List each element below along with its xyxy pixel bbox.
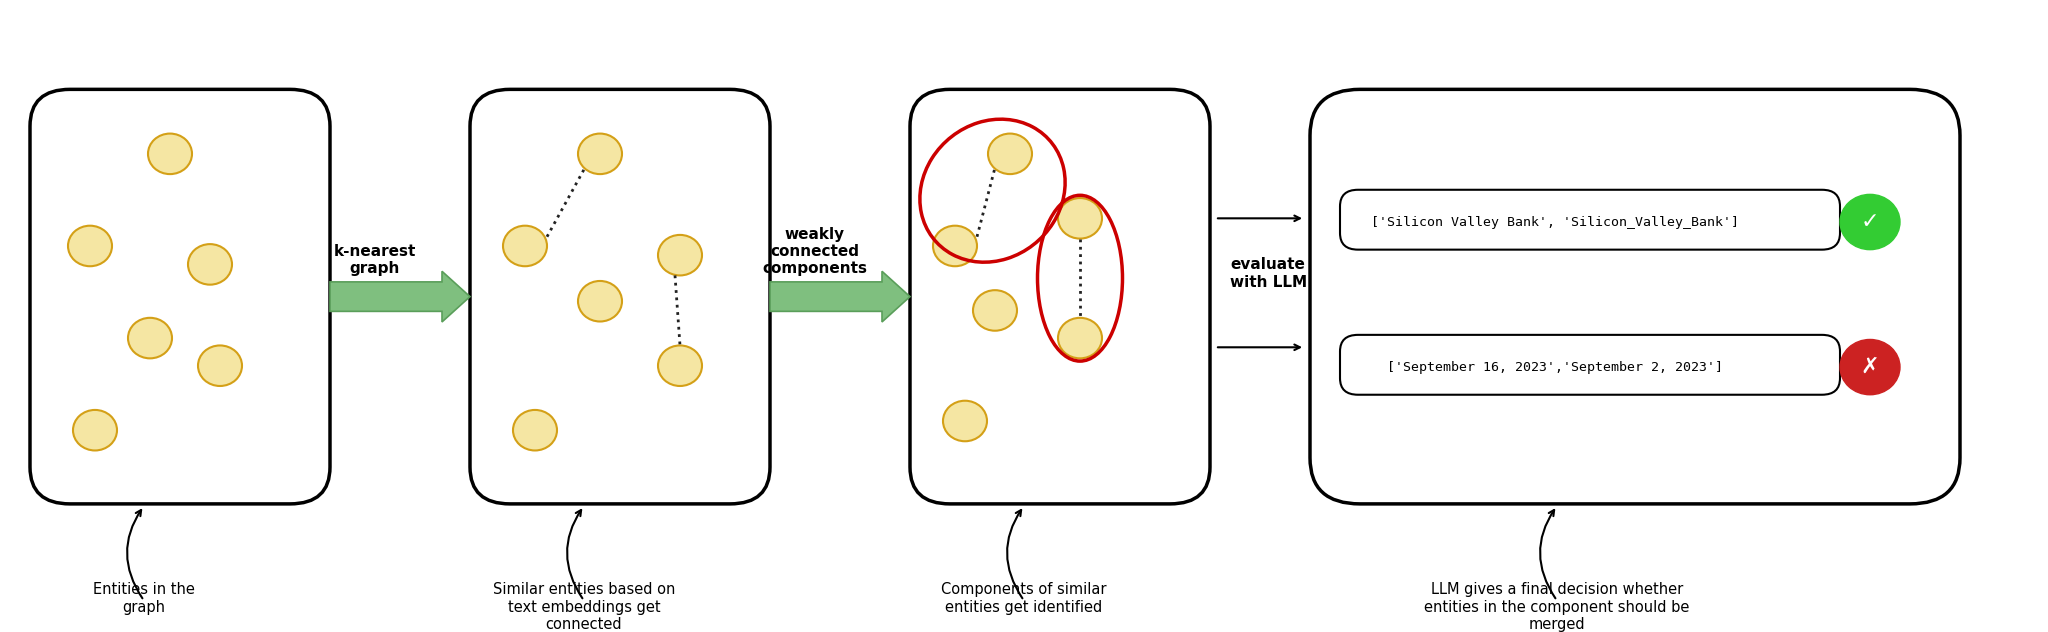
Text: Entities in the
graph: Entities in the graph <box>92 582 195 614</box>
Circle shape <box>578 281 623 322</box>
Text: ✗: ✗ <box>1862 357 1880 377</box>
Text: LLM gives a final decision whether
entities in the component should be
merged: LLM gives a final decision whether entit… <box>1423 582 1690 632</box>
Circle shape <box>127 318 172 358</box>
Circle shape <box>74 410 117 451</box>
Text: ['Silicon Valley Bank', 'Silicon_Valley_Bank']: ['Silicon Valley Bank', 'Silicon_Valley_… <box>1370 216 1739 229</box>
Text: weakly
connected
components: weakly connected components <box>762 226 868 276</box>
Circle shape <box>657 235 702 276</box>
FancyBboxPatch shape <box>1311 89 1960 504</box>
Circle shape <box>1839 339 1901 395</box>
Circle shape <box>1059 198 1102 239</box>
Circle shape <box>657 346 702 386</box>
Circle shape <box>68 226 113 266</box>
FancyArrow shape <box>770 271 909 322</box>
FancyBboxPatch shape <box>31 89 330 504</box>
Text: Similar entities based on
text embeddings get
connected: Similar entities based on text embedding… <box>494 582 676 632</box>
FancyBboxPatch shape <box>1339 190 1839 250</box>
Circle shape <box>987 133 1032 174</box>
Circle shape <box>147 133 193 174</box>
FancyBboxPatch shape <box>909 89 1210 504</box>
Circle shape <box>199 346 242 386</box>
Circle shape <box>512 410 557 451</box>
FancyBboxPatch shape <box>469 89 770 504</box>
FancyBboxPatch shape <box>1339 335 1839 395</box>
Circle shape <box>1059 318 1102 358</box>
Text: k-nearest
graph: k-nearest graph <box>334 244 416 276</box>
Circle shape <box>1839 195 1901 250</box>
Circle shape <box>578 133 623 174</box>
Text: Components of similar
entities get identified: Components of similar entities get ident… <box>942 582 1106 614</box>
Text: ✓: ✓ <box>1862 212 1880 232</box>
Text: ['September 16, 2023','September 2, 2023']: ['September 16, 2023','September 2, 2023… <box>1386 361 1722 374</box>
Circle shape <box>504 226 547 266</box>
Circle shape <box>942 401 987 441</box>
Text: evaluate
with LLM: evaluate with LLM <box>1231 257 1307 290</box>
Circle shape <box>188 244 231 284</box>
FancyArrow shape <box>330 271 469 322</box>
Circle shape <box>934 226 977 266</box>
Circle shape <box>973 290 1018 331</box>
